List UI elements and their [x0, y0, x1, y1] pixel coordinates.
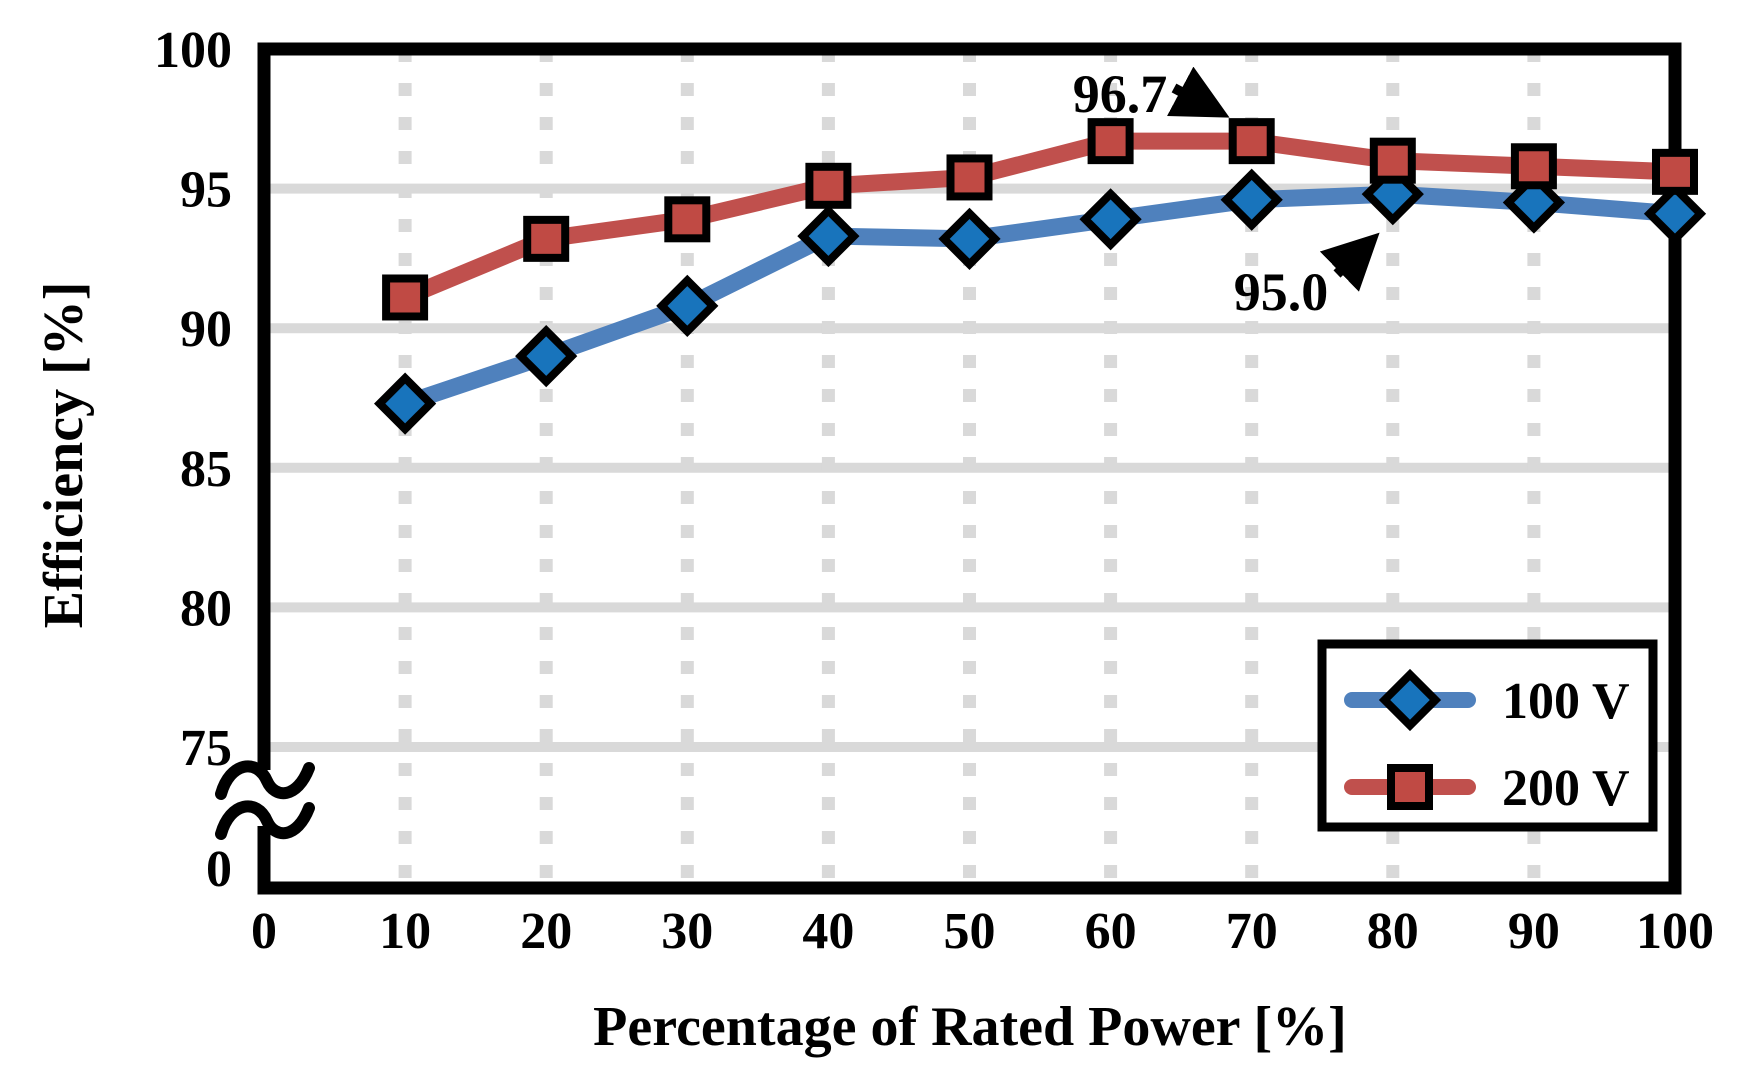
marker-square-100: [1652, 148, 1698, 195]
marker-diamond-30: [656, 274, 719, 337]
plot-border: [257, 42, 1682, 895]
legend-100v-diamond-icon: [1378, 668, 1442, 732]
annotation-96-7-label: 96.7: [1073, 64, 1168, 124]
marker-square-20: [523, 215, 570, 262]
x-tick-label-90: 90: [1508, 903, 1560, 960]
y-tick-label-95: 95: [180, 162, 232, 219]
legend: 100 V 200 V: [1317, 639, 1658, 832]
x-tick-label-20: 20: [520, 903, 572, 960]
x-tick-label-70: 70: [1226, 903, 1278, 960]
x-tick-label-60: 60: [1085, 903, 1137, 960]
x-tick-label-40: 40: [802, 903, 854, 960]
y-tick-label-0: 0: [206, 841, 232, 898]
annotation-95-0-arrow-icon: [1319, 232, 1380, 292]
legend-100v-label: 100 V: [1502, 673, 1630, 730]
x-tick-label-80: 80: [1367, 903, 1419, 960]
y-tick-label-100: 100: [154, 22, 232, 79]
y-axis-break-icon: [215, 760, 315, 840]
y-tick-label-75: 75: [180, 720, 232, 777]
x-tick-label-100: 100: [1636, 903, 1714, 960]
marker-square-60: [1087, 118, 1134, 165]
marker-diamond-100: [1643, 182, 1707, 245]
y-tick-label-80: 80: [180, 580, 232, 637]
tick-labels: 100 95 90 85 80 75 00 10 20 30 40 50 60 70 80 90 100: [154, 22, 1714, 960]
marker-diamond-40: [797, 204, 860, 268]
legend-200v-square-icon: [1387, 764, 1433, 810]
annotation-96-7: 96.7: [1073, 64, 1230, 124]
legend-item-100v: 100 V: [1344, 668, 1630, 732]
legend-200v-label: 200 V: [1502, 760, 1630, 817]
series-line-100V: [402, 185, 1676, 412]
marker-square-50: [946, 154, 993, 201]
marker-diamond-50: [938, 207, 1001, 270]
legend-item-200v: 200 V: [1344, 760, 1630, 817]
y-tick-label-85: 85: [180, 441, 232, 498]
x-tick-label-30: 30: [661, 903, 713, 960]
plot-area: [257, 42, 1707, 895]
marker-diamond-60: [1079, 188, 1142, 251]
x-tick-label-50: 50: [944, 903, 996, 960]
marker-diamond-70: [1220, 168, 1283, 231]
x-tick-label-10: 10: [379, 903, 431, 960]
marker-square-70: [1228, 118, 1275, 165]
x-tick-label-0: 0: [251, 903, 277, 960]
legend-box: [1317, 639, 1658, 832]
series-line-200V: [401, 132, 1676, 306]
y-axis-title: Efficiency [%]: [33, 282, 95, 629]
y-tick-label-90: 90: [180, 301, 232, 358]
marker-diamond-90: [1502, 171, 1566, 234]
annotation-96-7-arrow-icon: [1166, 66, 1230, 118]
marker-diamond-10: [373, 372, 437, 435]
marker-square-90: [1510, 143, 1557, 190]
marker-square-10: [382, 274, 429, 321]
annotation-95-0-label: 95.0: [1234, 262, 1329, 322]
marker-square-40: [805, 162, 852, 209]
x-axis-title: Percentage of Rated Power [%]: [593, 996, 1347, 1058]
marker-square-30: [664, 196, 711, 243]
marker-square-80: [1369, 137, 1416, 184]
marker-diamond-20: [515, 325, 578, 388]
annotation-95-0: 95.0: [1234, 232, 1380, 322]
